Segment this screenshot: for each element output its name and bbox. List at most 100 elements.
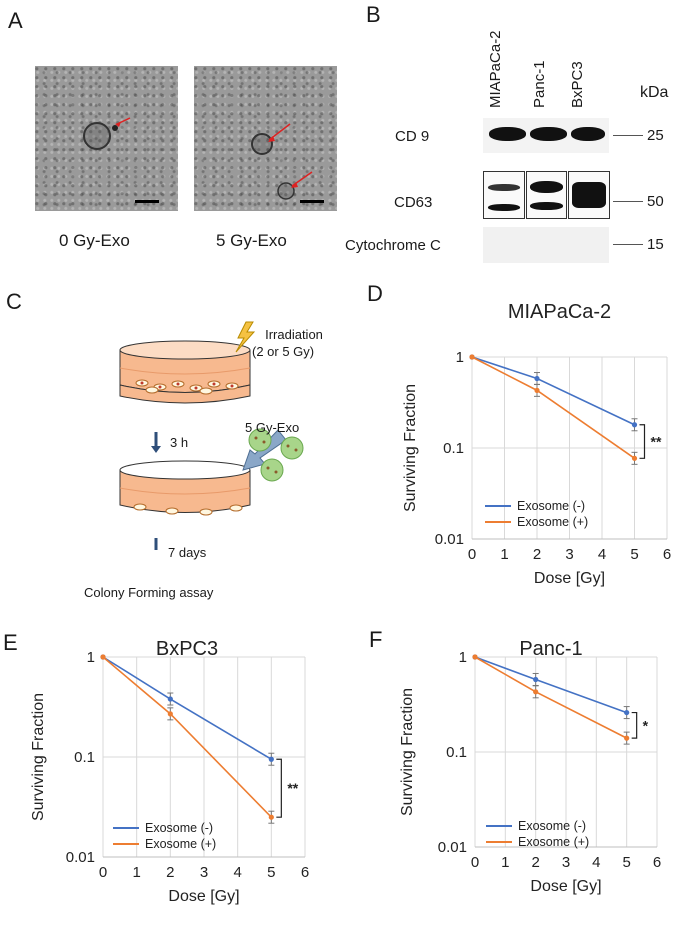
y-tick-label: 0.01 <box>435 531 464 548</box>
x-axis-label: Dose [Gy] <box>534 570 605 587</box>
blot-cd63-panc1 <box>526 171 567 219</box>
legend-label: Exosome (-) <box>517 499 585 513</box>
data-point <box>167 711 173 717</box>
chart-f-panc1: Panc-1 0 1 2 3 4 5 6 1 0.1 0.01 Dose [Gy] Surviving … <box>399 638 661 895</box>
tem-image-0gy <box>35 66 178 211</box>
assay-label: Colony Forming assay <box>84 585 214 600</box>
marker-tick <box>613 201 643 202</box>
series-line <box>474 656 628 739</box>
chart-title: BxPC3 <box>156 638 218 660</box>
y-axis-label: Surviving Fraction <box>30 693 47 821</box>
lane-label-bxpc3: BxPC3 <box>569 61 586 108</box>
significance-label: * <box>643 717 649 733</box>
schematic-diagram <box>119 321 304 550</box>
tem-caption-0gy: 0 Gy-Exo <box>59 231 130 250</box>
series-line <box>471 356 635 426</box>
legend-label: Exosome (+) <box>517 515 588 529</box>
data-point <box>631 455 638 461</box>
blot-cytochrome-c <box>483 227 609 263</box>
tem-image-5gy <box>194 66 337 211</box>
series-line <box>474 656 627 714</box>
lane-label-panc1: Panc-1 <box>531 60 548 108</box>
y-tick-label: 0.1 <box>74 749 95 766</box>
significance-bracket <box>639 424 646 459</box>
x-tick-label: 5 <box>267 864 275 881</box>
step-7days-label: 7 days <box>168 545 207 560</box>
panel-label-a: A <box>8 8 23 33</box>
kda-15: 15 <box>647 236 664 253</box>
step-3h-label: 3 h <box>170 435 189 450</box>
chart-d-miapaca2: MIAPaCa-2 0 1 2 3 4 5 6 1 0.1 0.01 Dose [Gy] Survivi… <box>402 301 671 587</box>
significance-bracket <box>631 711 638 739</box>
y-tick-label: 0.1 <box>446 744 467 761</box>
data-point <box>533 689 539 695</box>
x-tick-label: 0 <box>99 864 107 881</box>
data-point <box>472 654 478 660</box>
irradiation-label: Irradiation <box>265 327 323 342</box>
x-tick-label: 0 <box>468 546 476 563</box>
y-tick-label: 0.01 <box>438 839 467 856</box>
kda-50: 50 <box>647 193 664 210</box>
data-point <box>533 676 539 683</box>
lightning-icon <box>235 321 256 353</box>
data-point <box>268 814 274 820</box>
exosome-label: 5 Gy-Exo <box>245 420 300 435</box>
chart-e-bxpc3: BxPC3 0 1 2 3 4 5 6 1 0.1 0.01 Dose [Gy] Surviving F… <box>30 638 309 905</box>
x-tick-label: 3 <box>200 864 208 881</box>
lane-label-miapaca2: MIAPaCa-2 <box>487 30 504 108</box>
panel-label-c: C <box>6 289 22 314</box>
x-tick-label: 2 <box>533 546 541 563</box>
series-line <box>471 356 635 459</box>
marker-tick <box>613 244 643 245</box>
series-line <box>102 656 272 760</box>
scale-bar <box>300 200 324 203</box>
x-tick-label: 5 <box>622 854 630 871</box>
blot-label-cytochrome-c: Cytochrome C <box>345 237 441 254</box>
x-tick-label: 4 <box>598 546 606 563</box>
significance-label: ** <box>651 434 662 450</box>
data-point <box>534 387 540 393</box>
blot-label-cd9: CD 9 <box>395 128 430 145</box>
data-point <box>100 654 106 660</box>
y-axis-label: Surviving Fraction <box>402 384 419 512</box>
data-point <box>469 354 475 360</box>
panel-label-b: B <box>366 2 381 27</box>
x-tick-label: 0 <box>471 854 479 871</box>
culture-dish-irradiated <box>119 340 251 404</box>
blot-cd63-bxpc3 <box>568 171 610 219</box>
tem-caption-5gy: 5 Gy-Exo <box>216 231 287 250</box>
legend-label: Exosome (-) <box>518 819 586 833</box>
x-tick-label: 3 <box>562 854 570 871</box>
data-point <box>631 422 638 428</box>
x-tick-label: 6 <box>301 864 309 881</box>
blot-cd63-miapaca2 <box>483 171 525 219</box>
x-tick-label: 5 <box>630 546 638 563</box>
x-tick-label: 2 <box>531 854 539 871</box>
legend-label: Exosome (+) <box>145 837 216 851</box>
data-point <box>167 696 173 702</box>
y-tick-label: 1 <box>459 649 467 666</box>
data-point <box>624 709 630 716</box>
legend-label: Exosome (+) <box>518 835 589 849</box>
x-tick-label: 4 <box>592 854 600 871</box>
x-tick-label: 6 <box>653 854 661 871</box>
panel-label-f: F <box>369 627 383 652</box>
series-line <box>102 656 272 818</box>
data-point <box>624 735 630 741</box>
x-axis-label: Dose [Gy] <box>530 878 601 895</box>
data-point <box>268 756 274 762</box>
x-tick-label: 1 <box>132 864 140 881</box>
exosome-icons <box>248 428 304 482</box>
data-point <box>534 375 540 382</box>
x-axis-label: Dose [Gy] <box>168 888 239 905</box>
blot-cd9 <box>483 118 609 153</box>
x-tick-label: 1 <box>500 546 508 563</box>
chart-title: Panc-1 <box>519 638 582 660</box>
scale-bar <box>135 200 159 203</box>
legend-label: Exosome (-) <box>145 821 213 835</box>
y-tick-label: 1 <box>87 649 95 666</box>
x-tick-label: 6 <box>663 546 671 563</box>
y-axis-label: Surviving Fraction <box>399 688 416 816</box>
y-tick-label: 1 <box>456 349 464 366</box>
x-tick-label: 4 <box>233 864 241 881</box>
